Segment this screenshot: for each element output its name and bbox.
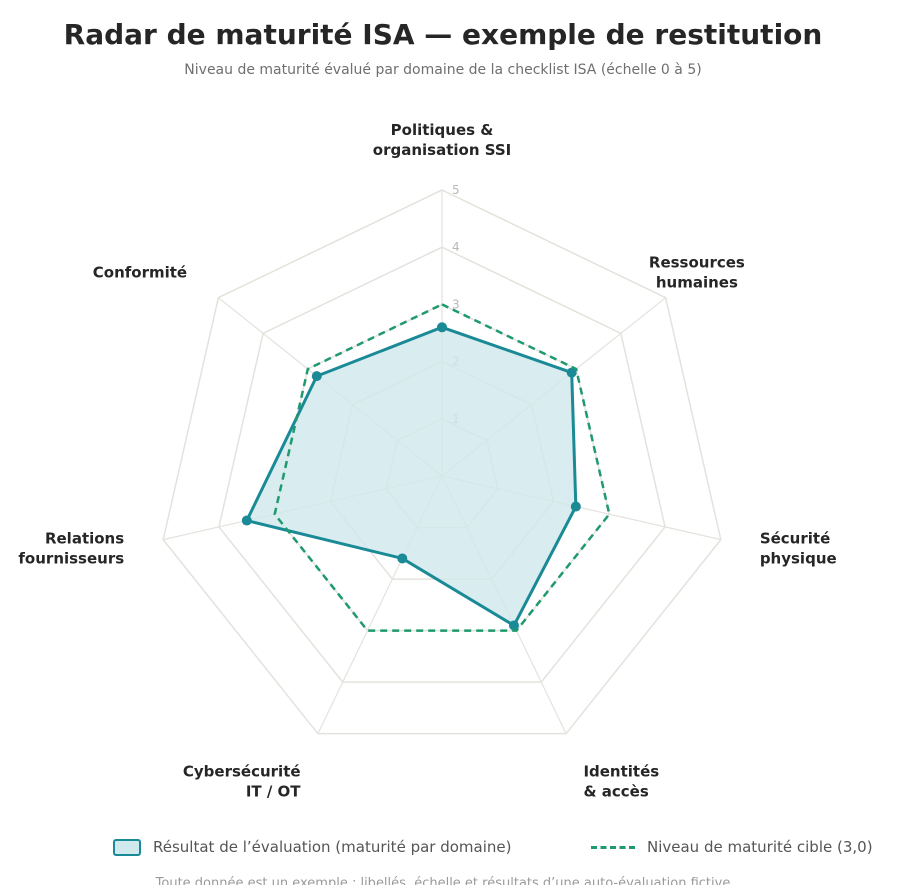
chart-title: Radar de maturité ISA — exemple de resti… — [63, 18, 823, 51]
axis-label-line: humaines — [656, 274, 738, 292]
data-point-5 — [397, 553, 408, 564]
axis-label-6: Relations fournisseurs — [18, 530, 124, 568]
chart-legend: Résultat de l’évaluation (maturité par d… — [0, 838, 916, 862]
radar-series — [241, 303, 611, 632]
legend-item-target: Niveau de maturité cible (3,0) — [591, 838, 873, 856]
axis-label-1: Politiques & organisation SSI — [373, 121, 511, 159]
legend-swatch-evaluation — [113, 838, 141, 856]
axis-label-line: physique — [760, 550, 837, 568]
data-point-3 — [570, 501, 581, 512]
grid-ring-5 — [162, 189, 722, 735]
axis-label-2: Ressources humaines — [649, 254, 745, 292]
tick-label-3: 3 — [452, 297, 460, 311]
series-line-target — [273, 303, 611, 632]
tick-label-4: 4 — [452, 240, 460, 254]
legend-item-evaluation: Résultat de l’évaluation (maturité par d… — [113, 838, 511, 856]
data-point-4 — [508, 620, 519, 631]
axis-label-line: Sécurité — [760, 530, 830, 548]
radar-chart: 12345 Politiques &organisation SSIRessou… — [18, 121, 836, 801]
axis-label-3: Sécurité physique — [760, 530, 837, 568]
chart-subtitle: Niveau de maturité évalué par domaine de… — [184, 62, 702, 78]
axis-label-line: IT / OT — [246, 783, 301, 801]
legend-swatch-target — [591, 845, 635, 849]
legend-label-target: Niveau de maturité cible (3,0) — [647, 838, 873, 856]
chart-footnote: Toute donnée est un exemple : libellés, … — [155, 876, 731, 885]
axis-label-7: Conformité — [93, 264, 187, 282]
axis-label-line: Politiques & — [391, 121, 494, 139]
data-point-7 — [311, 371, 322, 382]
grid-ring-4 — [218, 246, 666, 683]
axis-label-line: & accès — [583, 783, 648, 801]
axis-label-line: Cybersécurité — [183, 763, 301, 781]
axis-label-line: Identités — [583, 763, 659, 781]
axis-label-line: Relations — [45, 530, 124, 548]
axis-label-line: Ressources — [649, 254, 745, 272]
radar-axis-labels: Politiques & organisation SSI Ressources hu… — [18, 121, 836, 801]
legend-label-evaluation: Résultat de l’évaluation (maturité par d… — [153, 838, 512, 856]
axis-label-4: Identités & accès — [583, 763, 659, 801]
axis-label-line: fournisseurs — [18, 550, 124, 568]
axis-label-5: Cybersécurité IT / OT — [183, 763, 301, 801]
data-point-6 — [241, 515, 252, 526]
series-area-evaluation — [245, 325, 578, 627]
data-point-1 — [437, 322, 447, 333]
data-point-2 — [566, 367, 577, 378]
axis-label-line: Conformité — [93, 264, 187, 282]
tick-label-5: 5 — [452, 183, 460, 197]
axis-label-line: organisation SSI — [373, 141, 511, 159]
